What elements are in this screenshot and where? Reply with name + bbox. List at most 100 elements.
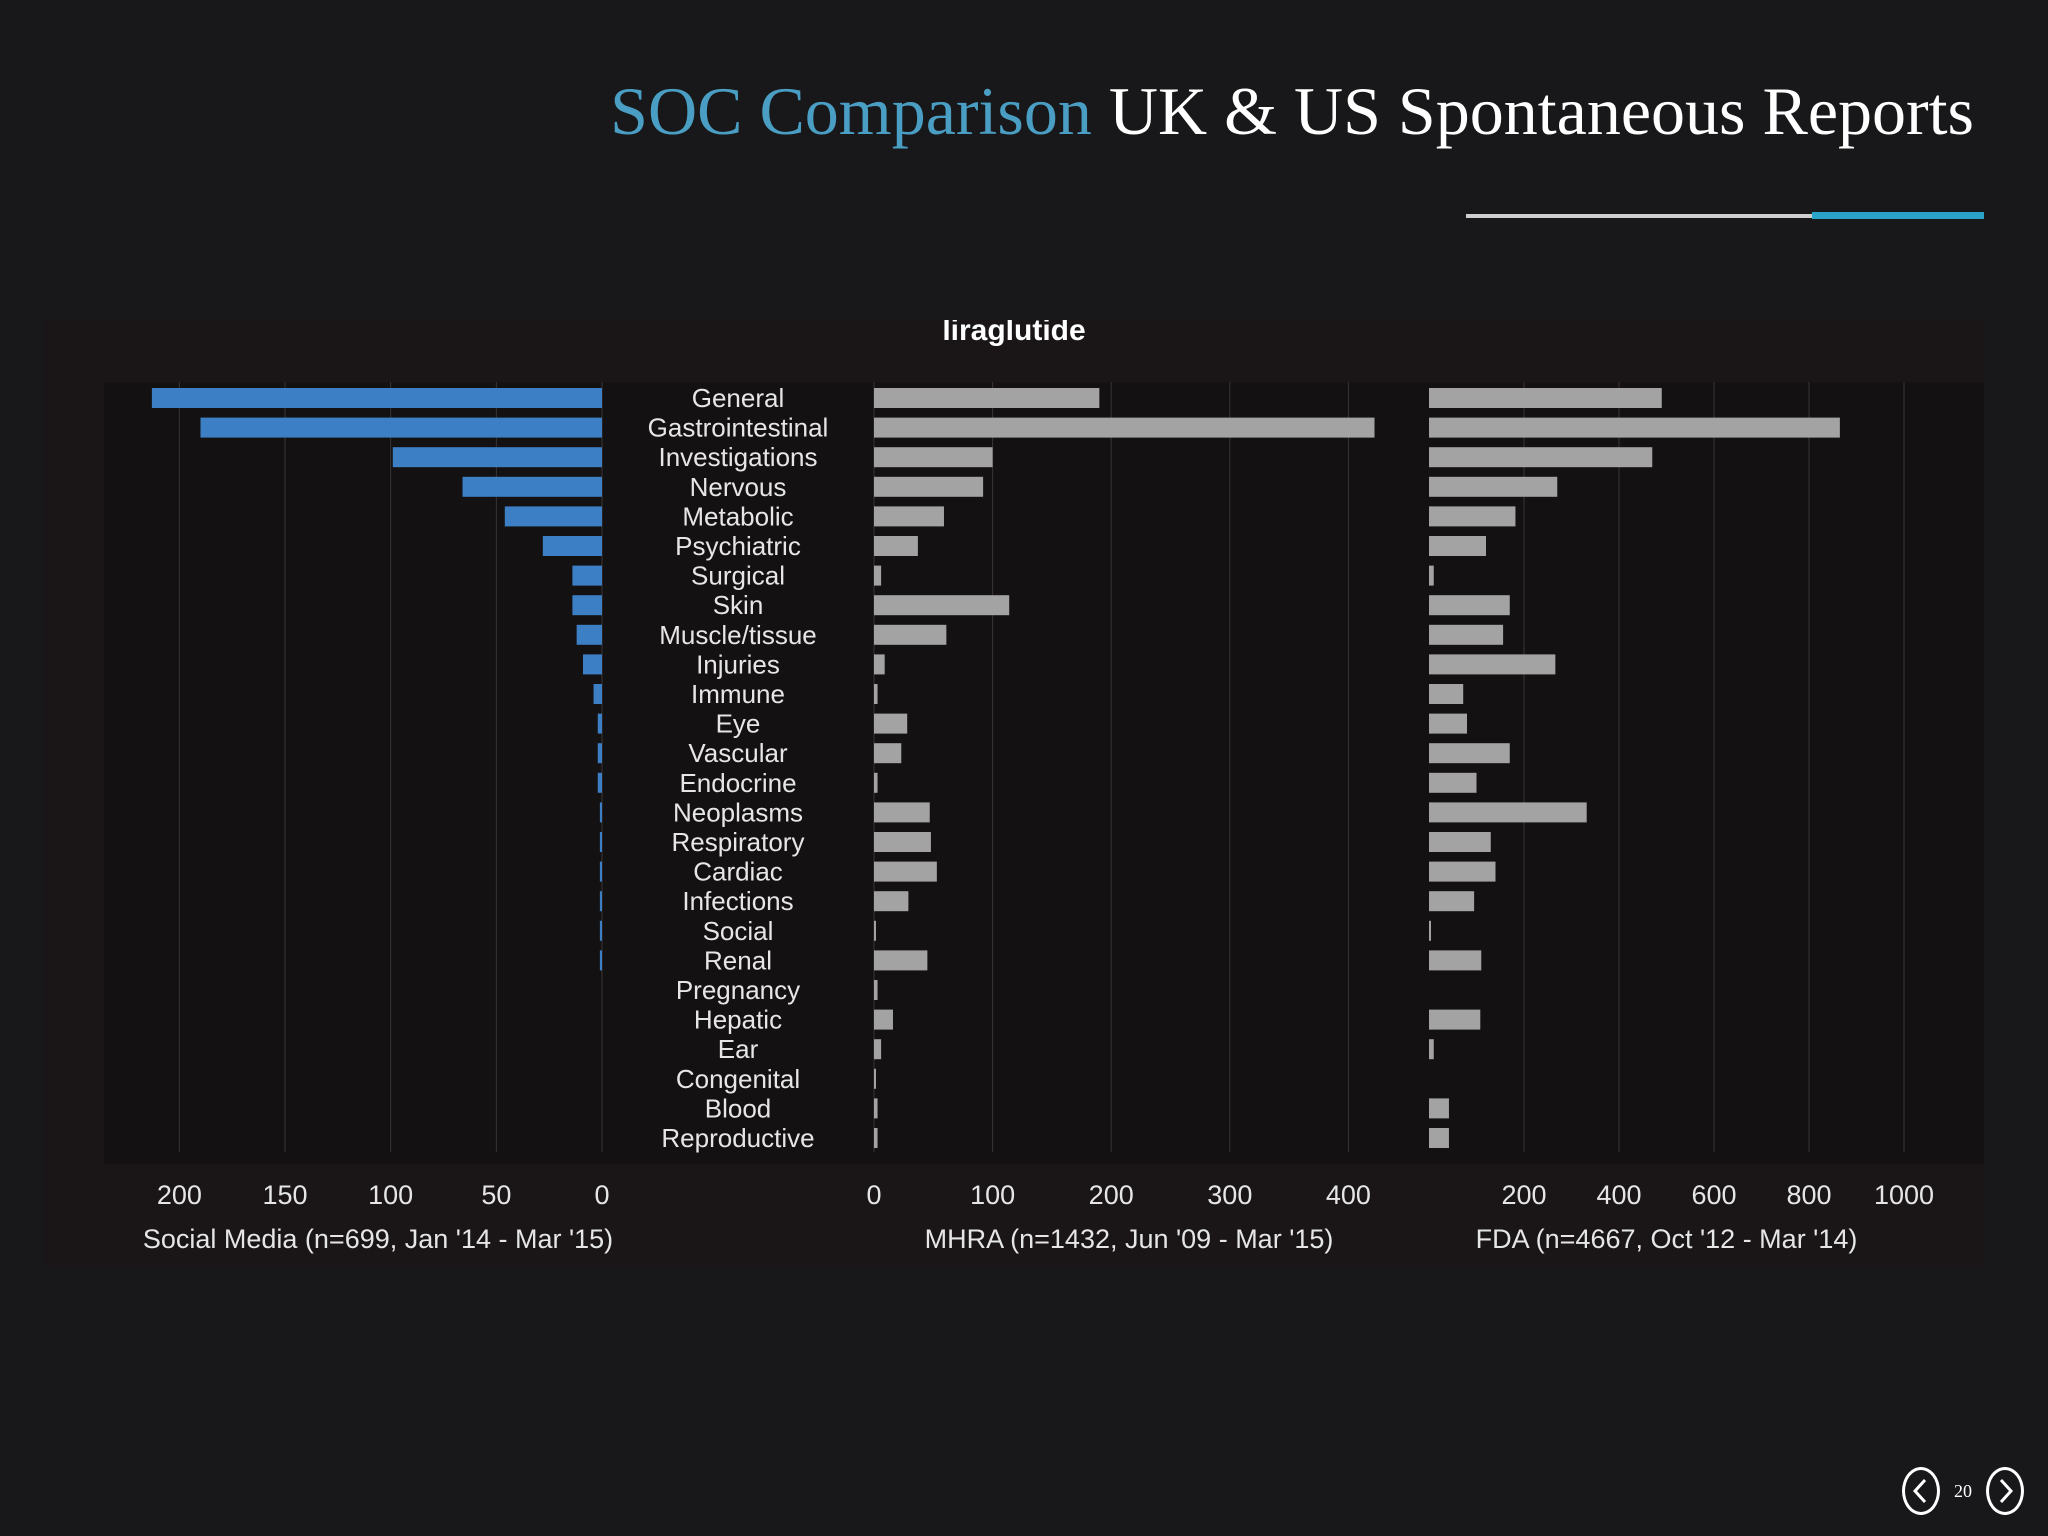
category-label: Skin: [713, 590, 764, 620]
bar: [874, 476, 984, 497]
category-label: Eye: [716, 709, 761, 739]
bar: [599, 832, 602, 852]
category-label: Muscle/tissue: [659, 620, 817, 650]
category-label: Neoplasms: [673, 797, 803, 827]
bar: [151, 388, 603, 408]
bar: [874, 772, 878, 793]
category-label: Blood: [705, 1093, 772, 1123]
bar: [572, 595, 602, 616]
bar: [1429, 506, 1516, 527]
axis-label: Social Media (n=699, Jan '14 - Mar '15): [143, 1224, 613, 1254]
category-label: Psychiatric: [675, 531, 801, 561]
bar: [874, 891, 909, 912]
tick-label: 100: [368, 1180, 413, 1210]
bar: [874, 832, 931, 852]
bar: [874, 624, 947, 645]
bar: [874, 654, 885, 675]
slide-title-rest: UK & US Spontaneous Reports: [1091, 73, 1974, 149]
bar: [874, 1128, 878, 1148]
bar: [1429, 920, 1431, 941]
bar: [1429, 713, 1467, 734]
bar: [1429, 802, 1587, 823]
bar: [874, 536, 918, 556]
chart-canvas: liraglutide 200 150 100 50 0 Social Media (n=6…: [44, 320, 1984, 1266]
category-label: Reproductive: [661, 1123, 814, 1153]
bar: [874, 743, 902, 764]
bar: [597, 772, 602, 793]
category-label: Nervous: [690, 472, 787, 502]
category-label: Surgical: [691, 561, 785, 591]
bar: [200, 417, 602, 438]
tick-label: 600: [1691, 1180, 1736, 1210]
bar: [504, 506, 602, 527]
chart-title: liraglutide: [942, 320, 1085, 347]
bar: [874, 506, 944, 527]
slide-title: SOC Comparison UK & US Spontaneous Repor…: [610, 72, 1974, 151]
category-label: Hepatic: [694, 1005, 782, 1035]
bar: [599, 891, 602, 912]
bar: [1429, 743, 1510, 764]
tick-label: 200: [1501, 1180, 1546, 1210]
bar: [597, 713, 602, 734]
title-rule-accent: [1812, 212, 1984, 219]
chevron-right-icon[interactable]: [1986, 1467, 2024, 1515]
tick-label: 800: [1786, 1180, 1831, 1210]
bar: [1429, 1039, 1434, 1060]
bar: [392, 447, 602, 468]
category-label: Immune: [691, 679, 785, 709]
bar: [874, 713, 908, 734]
bar: [1429, 684, 1464, 704]
bar: [572, 565, 602, 586]
bar: [874, 950, 928, 971]
bar: [1429, 624, 1504, 645]
bar: [874, 1068, 876, 1089]
category-label: Endocrine: [679, 768, 796, 798]
page-number: 20: [1954, 1480, 1972, 1501]
category-label: Congenital: [676, 1064, 800, 1094]
category-label: Social: [703, 916, 774, 946]
category-label: Renal: [704, 945, 772, 975]
category-label: General: [692, 383, 785, 413]
bar: [599, 920, 602, 941]
category-label: Pregnancy: [676, 975, 800, 1005]
axis-label: MHRA (n=1432, Jun '09 - Mar '15): [925, 1224, 1334, 1254]
category-label: Cardiac: [693, 857, 783, 887]
bar: [1429, 950, 1482, 971]
bar: [1429, 891, 1475, 912]
tick-label: 200: [1089, 1180, 1134, 1210]
bar: [874, 447, 993, 468]
bar: [576, 624, 602, 645]
tick-label: 300: [1207, 1180, 1252, 1210]
category-label: Metabolic: [682, 501, 793, 531]
title-rule: [1466, 214, 1812, 218]
bar: [874, 1009, 893, 1030]
category-label: Gastrointestinal: [648, 413, 829, 443]
bar: [874, 417, 1375, 438]
bar: [874, 861, 937, 882]
bar: [1429, 1128, 1449, 1148]
bar: [599, 861, 602, 882]
category-label: Respiratory: [672, 827, 805, 857]
tick-label: 50: [481, 1180, 511, 1210]
tick-label: 0: [594, 1180, 609, 1210]
bar: [874, 980, 878, 1000]
bar: [874, 802, 930, 823]
category-label: Ear: [718, 1034, 759, 1064]
plot-background: [104, 382, 1984, 1164]
category-label: Injuries: [696, 649, 780, 679]
bar: [874, 684, 878, 704]
bar: [874, 595, 1010, 616]
bar: [1429, 772, 1477, 793]
bar: [462, 476, 602, 497]
bar: [1429, 417, 1840, 438]
bar: [1429, 832, 1491, 852]
bar: [1429, 1009, 1481, 1030]
slide-title-accent: SOC Comparison: [610, 73, 1092, 149]
bar: [874, 1039, 882, 1060]
category-label: Infections: [682, 886, 793, 916]
chevron-left-icon[interactable]: [1902, 1467, 1940, 1515]
bar: [1429, 388, 1662, 408]
tick-label: 100: [970, 1180, 1015, 1210]
bar: [874, 920, 876, 941]
bar: [1429, 565, 1434, 586]
